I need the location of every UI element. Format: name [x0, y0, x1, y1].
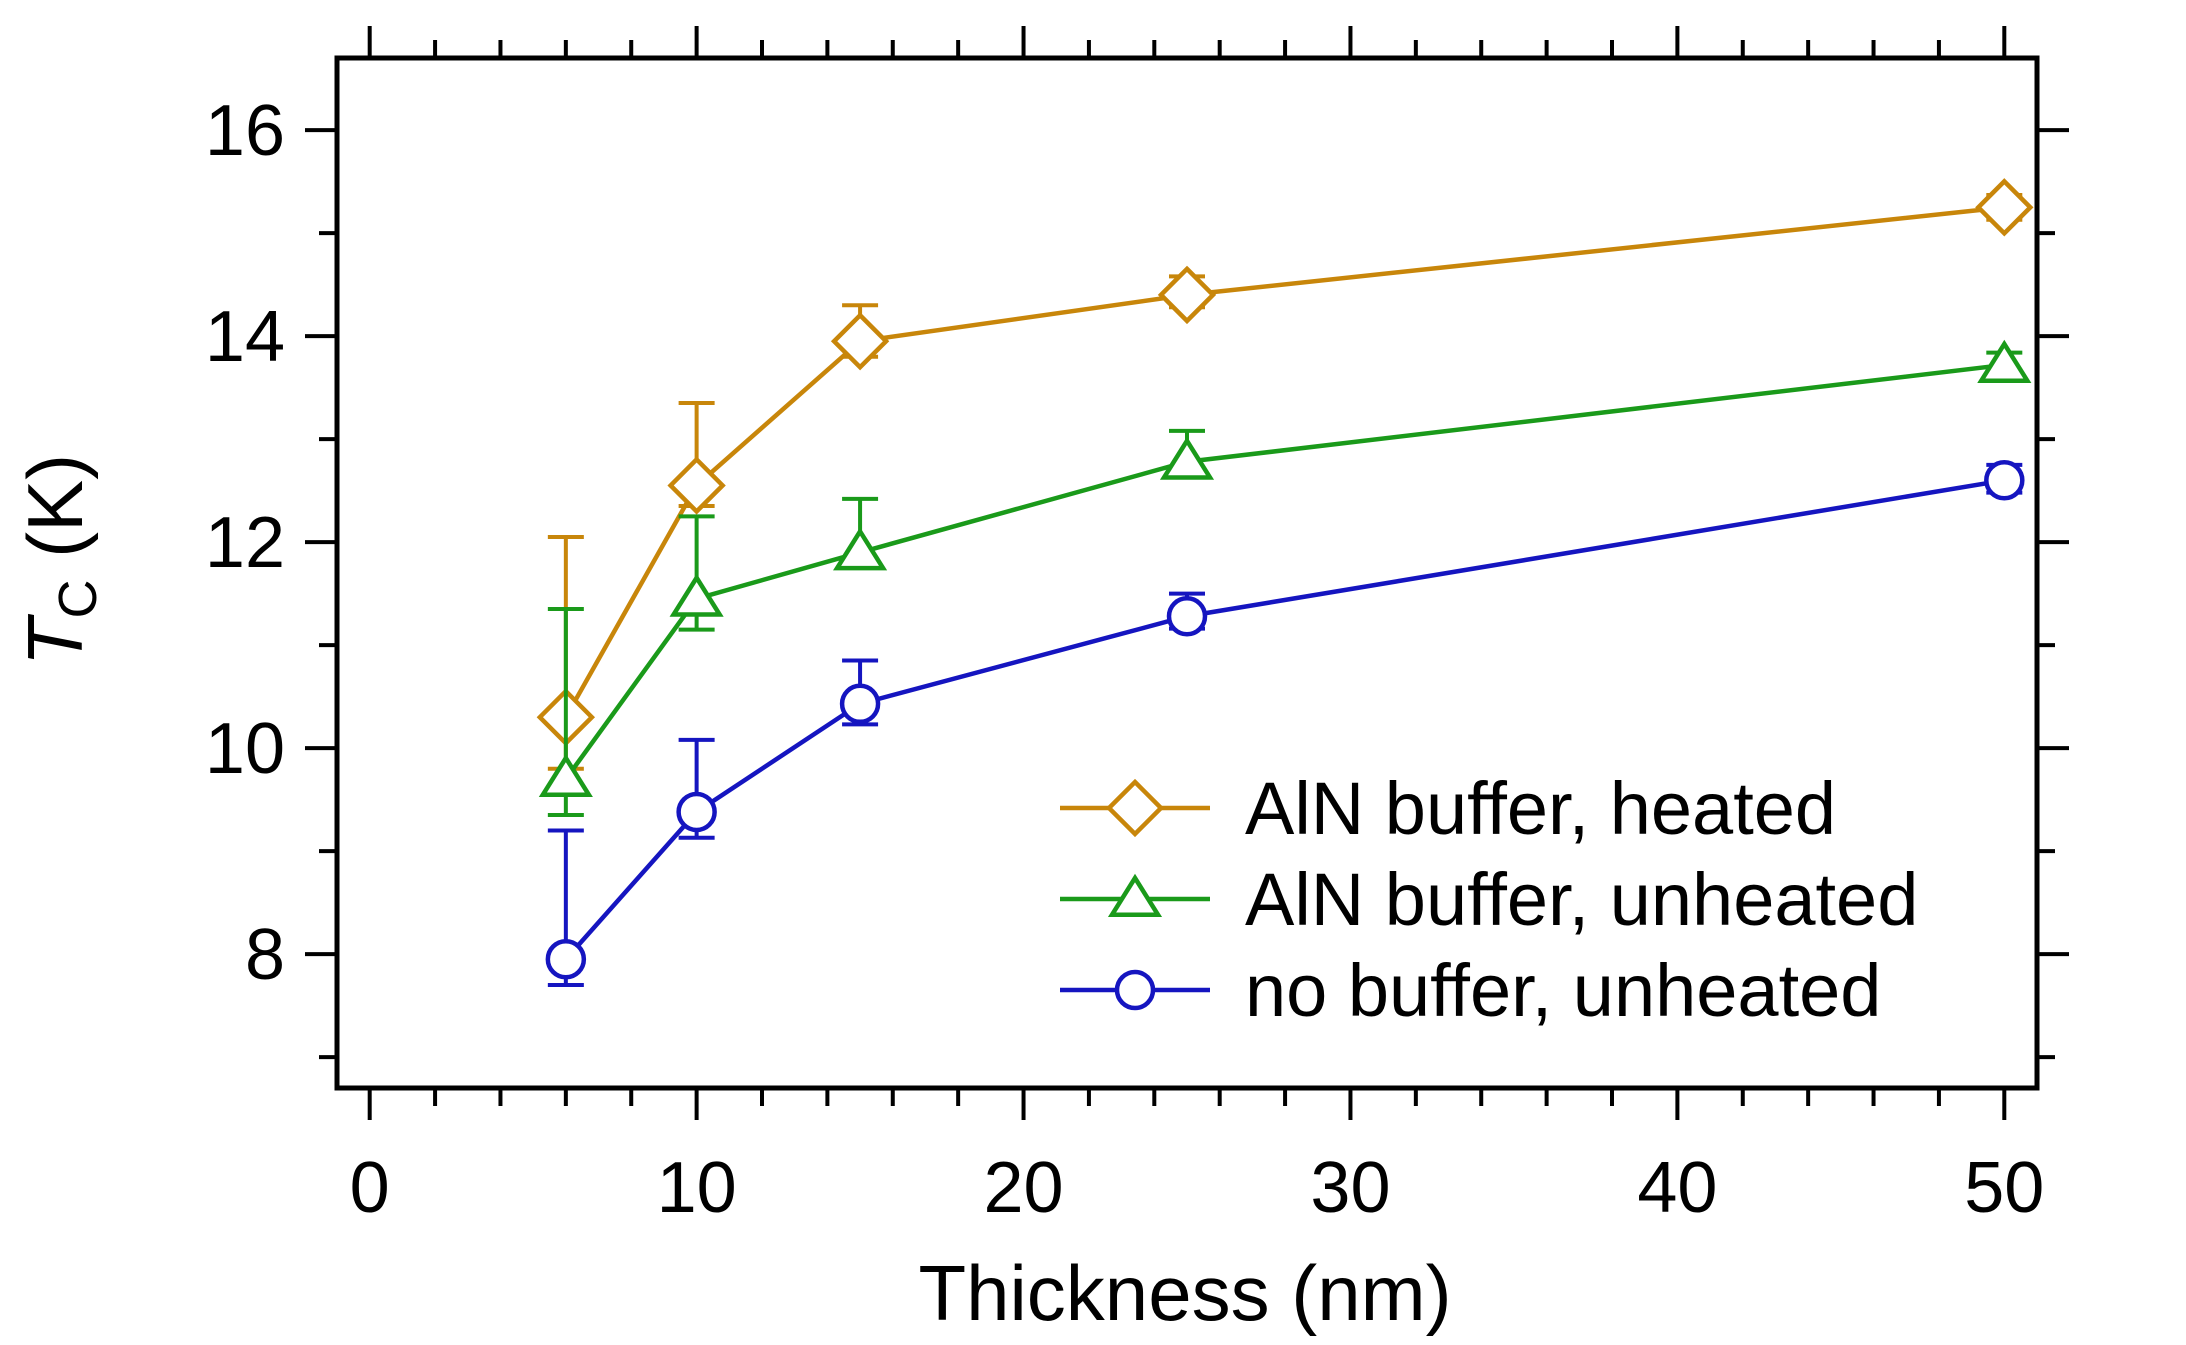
- legend-marker: [1107, 873, 1163, 917]
- legend-entry: AlN buffer, unheated: [1060, 858, 1918, 941]
- legend-marker: [1114, 969, 1156, 1011]
- data-point: [545, 939, 587, 980]
- data-point: [1977, 339, 2032, 383]
- y-tick-label: 12: [205, 503, 285, 583]
- legend-label: no buffer, unheated: [1245, 949, 1881, 1032]
- legend-label: AlN buffer, heated: [1245, 767, 1836, 850]
- data-point: [1157, 265, 1217, 325]
- data-point: [676, 791, 717, 833]
- x-tick-label: 40: [1637, 1148, 1717, 1228]
- y-tick-label: 8: [245, 915, 285, 995]
- data-point: [669, 573, 724, 617]
- legend-entry: no buffer, unheated: [1060, 949, 1881, 1032]
- data-point: [1984, 460, 2025, 501]
- y-axis-title-symbol: T: [11, 613, 99, 666]
- x-axis-title: Thickness (nm): [918, 1249, 1451, 1337]
- legend-label: AlN buffer, unheated: [1245, 858, 1918, 941]
- y-tick-label: 10: [205, 709, 285, 789]
- series-3: [545, 460, 2025, 987]
- y-tick-label: 14: [205, 297, 285, 377]
- data-point: [830, 312, 890, 371]
- legend-marker: [1105, 778, 1165, 838]
- data-point: [667, 456, 726, 515]
- y-axis-title-subscript: C: [48, 580, 108, 619]
- data-point: [1975, 178, 2034, 237]
- x-tick-label: 50: [1964, 1148, 2044, 1228]
- series-1: [536, 178, 2034, 771]
- legend-entry: AlN buffer, heated: [1060, 767, 1836, 850]
- series-layer: [536, 178, 2034, 987]
- x-tick-label: 30: [1310, 1148, 1390, 1228]
- x-tick-label: 10: [657, 1148, 737, 1228]
- y-axis-title-unit: (K): [11, 454, 99, 580]
- data-point: [1166, 596, 1208, 637]
- series-2: [538, 339, 2032, 818]
- series-line: [564, 362, 2005, 781]
- y-axis-title: TC (K): [11, 454, 108, 666]
- data-point: [839, 683, 881, 725]
- data-point: [1159, 436, 1215, 480]
- plot-frame: [334, 55, 2040, 1091]
- series-line: [563, 205, 2005, 719]
- y-tick-label: 16: [205, 91, 285, 171]
- data-point: [833, 527, 888, 571]
- x-tick-label: 0: [350, 1148, 390, 1228]
- plot-frame-layer: 0 10 20 30 40 50 8 10 12 14 16: [205, 26, 2069, 1228]
- data-point: [538, 753, 593, 797]
- x-tick-label: 20: [983, 1148, 1063, 1228]
